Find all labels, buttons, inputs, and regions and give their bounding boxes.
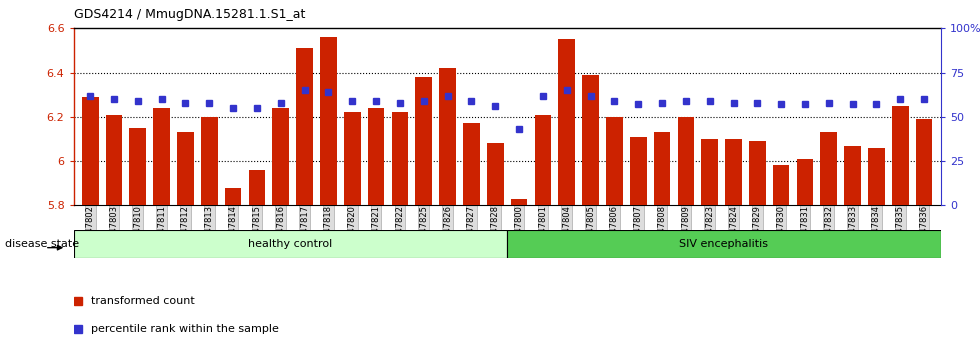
Bar: [153, 108, 170, 205]
Bar: [392, 113, 409, 205]
Bar: [892, 106, 908, 205]
Bar: [702, 139, 718, 205]
Bar: [416, 77, 432, 205]
Bar: [820, 132, 837, 205]
Bar: [344, 113, 361, 205]
Bar: [177, 132, 194, 205]
Text: percentile rank within the sample: percentile rank within the sample: [90, 324, 278, 334]
Bar: [106, 115, 122, 205]
Bar: [464, 124, 480, 205]
Text: disease state: disease state: [5, 239, 79, 249]
Bar: [773, 165, 790, 205]
Text: GDS4214 / MmugDNA.15281.1.S1_at: GDS4214 / MmugDNA.15281.1.S1_at: [74, 8, 305, 21]
Bar: [249, 170, 266, 205]
Bar: [320, 37, 337, 205]
Bar: [129, 128, 146, 205]
Bar: [82, 97, 99, 205]
Bar: [677, 117, 694, 205]
Bar: [845, 145, 861, 205]
Bar: [915, 119, 932, 205]
Bar: [487, 143, 504, 205]
Text: healthy control: healthy control: [248, 239, 332, 249]
Bar: [725, 139, 742, 205]
Bar: [797, 159, 813, 205]
Bar: [630, 137, 647, 205]
Bar: [511, 199, 527, 205]
Text: SIV encephalitis: SIV encephalitis: [679, 239, 768, 249]
Bar: [749, 141, 765, 205]
Bar: [74, 230, 508, 258]
Bar: [508, 230, 941, 258]
Text: transformed count: transformed count: [90, 296, 194, 306]
Bar: [368, 108, 384, 205]
Bar: [654, 132, 670, 205]
Bar: [559, 39, 575, 205]
Bar: [439, 68, 456, 205]
Bar: [606, 117, 622, 205]
Bar: [534, 115, 551, 205]
Bar: [296, 48, 313, 205]
Bar: [868, 148, 885, 205]
Bar: [582, 75, 599, 205]
Bar: [272, 108, 289, 205]
Bar: [201, 117, 218, 205]
Bar: [224, 188, 241, 205]
